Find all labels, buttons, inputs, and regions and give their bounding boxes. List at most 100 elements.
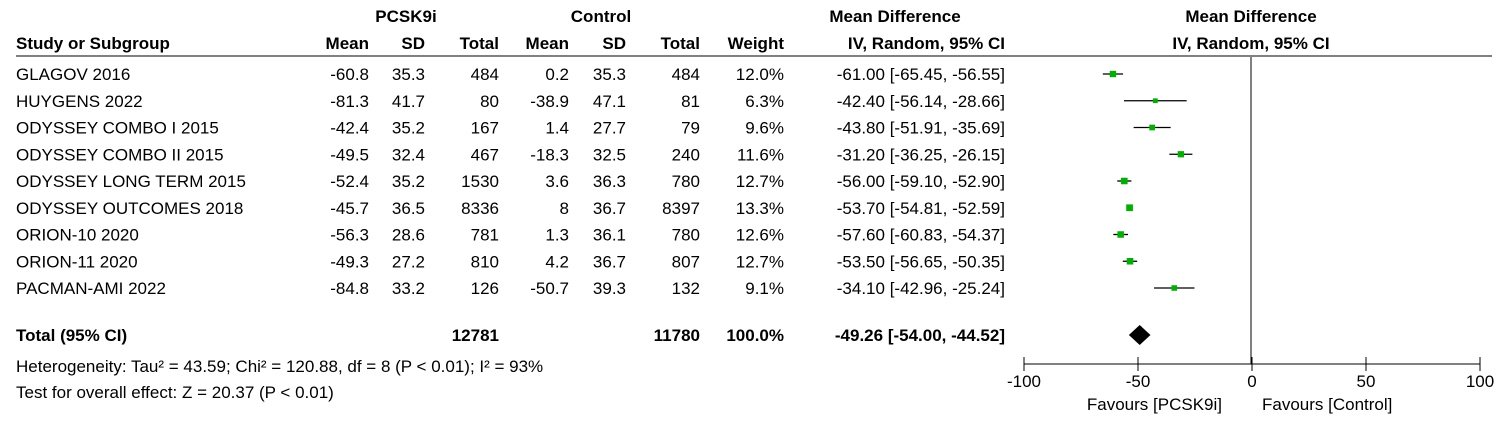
- weight-cell: 6.3%: [745, 92, 784, 111]
- sd1-cell: 35.2: [392, 172, 425, 191]
- total1-cell: 167: [471, 119, 499, 138]
- weight-cell: 13.3%: [736, 199, 784, 218]
- study-name: GLAGOV 2016: [16, 65, 130, 84]
- overall-effect-text: Test for overall effect: Z = 20.37 (P < …: [16, 383, 334, 402]
- study-name: PACMAN-AMI 2022: [16, 279, 166, 298]
- sd2-cell: 27.7: [593, 119, 626, 138]
- point-estimate-marker: [1126, 257, 1134, 265]
- ci-cell: -43.80 [-51.91, -35.69]: [837, 119, 1005, 138]
- ci-cell: -42.40 [-56.14, -28.66]: [837, 92, 1005, 111]
- total1-cell: 467: [471, 145, 499, 164]
- table-row: GLAGOV 2016 -60.8 35.3 484 0.2 35.3 484 12.0% -6…: [16, 65, 1005, 84]
- mean2-cell: -18.3: [530, 145, 569, 164]
- x-tick-label: 0: [1247, 372, 1256, 391]
- sd1-cell: 35.2: [392, 119, 425, 138]
- mean1-cell: -81.3: [330, 92, 369, 111]
- plot-header: Mean Difference: [1185, 7, 1316, 26]
- sd2-cell: 36.7: [593, 199, 626, 218]
- ci-cell: -34.10 [-42.96, -25.24]: [837, 279, 1005, 298]
- mean1-cell: -42.4: [330, 119, 369, 138]
- total1-cell: 484: [471, 65, 499, 84]
- mean2-col-header: Mean: [526, 34, 569, 53]
- sd2-cell: 47.1: [593, 92, 626, 111]
- x-tick-label: -50: [1126, 372, 1151, 391]
- study-name: ODYSSEY COMBO I 2015: [16, 119, 219, 138]
- point-estimate-marker: [1126, 204, 1133, 212]
- weight-col-header: Weight: [728, 34, 785, 53]
- study-name: HUYGENS 2022: [16, 92, 143, 111]
- study-name: ODYSSEY OUTCOMES 2018: [16, 199, 243, 218]
- total2-cell: 8397: [662, 199, 700, 218]
- total-label: Total (95% CI): [16, 326, 127, 345]
- ci-cell: -53.50 [-56.65, -50.35]: [837, 252, 1005, 271]
- study-col-header: Study or Subgroup: [16, 34, 170, 53]
- sd2-cell: 36.7: [593, 252, 626, 271]
- study-name: ODYSSEY COMBO II 2015: [16, 145, 224, 164]
- mean2-cell: 8: [560, 199, 569, 218]
- favours-left-label: Favours [PCSK9i]: [1087, 395, 1222, 414]
- table-row: ORION-11 2020 -49.3 27.2 810 4.2 36.7 807 12.7%…: [16, 252, 1005, 271]
- method-col-header: IV, Random, 95% CI: [848, 34, 1005, 53]
- group2-header: Control: [571, 7, 631, 26]
- favours-right-label: Favours [Control]: [1262, 395, 1392, 414]
- ci-cell: -57.60 [-60.83, -54.37]: [837, 226, 1005, 245]
- sd2-cell: 39.3: [593, 279, 626, 298]
- mean1-cell: -60.8: [330, 65, 369, 84]
- heterogeneity-text: Heterogeneity: Tau² = 43.59; Chi² = 120.…: [16, 357, 543, 376]
- total1-col-header: Total: [460, 34, 499, 53]
- sd1-cell: 35.3: [392, 65, 425, 84]
- table-row: ODYSSEY COMBO II 2015 -49.5 32.4 467 -18.3 32…: [16, 145, 1005, 164]
- total1-cell: 80: [480, 92, 499, 111]
- total-n2: 11780: [654, 326, 700, 345]
- ci-cell: -61.00 [-65.45, -56.55]: [837, 65, 1005, 84]
- mean2-cell: -38.9: [530, 92, 569, 111]
- total2-cell: 780: [672, 226, 700, 245]
- plot-method-header: IV, Random, 95% CI: [1172, 34, 1329, 53]
- mean2-cell: -50.7: [530, 279, 569, 298]
- mean1-cell: -84.8: [330, 279, 369, 298]
- study-name: ODYSSEY LONG TERM 2015: [16, 172, 246, 191]
- mean2-cell: 1.3: [545, 226, 569, 245]
- weight-cell: 11.6%: [737, 145, 784, 164]
- point-estimate-marker: [1177, 151, 1184, 158]
- sd1-cell: 41.7: [392, 92, 425, 111]
- sd2-col-header: SD: [602, 34, 626, 53]
- weight-cell: 12.6%: [736, 226, 784, 245]
- total2-col-header: Total: [661, 34, 700, 53]
- table-row: ORION-10 2020 -56.3 28.6 781 1.3 36.1 780 12.6%…: [16, 226, 1005, 245]
- x-tick-label: -100: [1007, 372, 1041, 391]
- x-tick-label: 100: [1466, 372, 1494, 391]
- study-name: ORION-10 2020: [16, 226, 139, 245]
- total-ci: -49.26 [-54.00, -44.52]: [835, 326, 1005, 345]
- mean1-cell: -49.3: [330, 252, 369, 271]
- table-row: PACMAN-AMI 2022 -84.8 33.2 126 -50.7 39.3 132 9…: [16, 279, 1005, 298]
- study-rows: GLAGOV 2016 -60.8 35.3 484 0.2 35.3 484 12.0% -6…: [16, 65, 1005, 298]
- sd1-cell: 28.6: [392, 226, 425, 245]
- total1-cell: 8336: [461, 199, 499, 218]
- ci-cell: -31.20 [-36.25, -26.15]: [837, 145, 1005, 164]
- total2-cell: 780: [672, 172, 700, 191]
- sd2-cell: 32.5: [593, 145, 626, 164]
- sd1-cell: 33.2: [392, 279, 425, 298]
- total-weight: 100.0%: [726, 326, 784, 345]
- sd2-cell: 35.3: [593, 65, 626, 84]
- table-row: ODYSSEY LONG TERM 2015 -52.4 35.2 1530 3.6 36…: [16, 172, 1005, 191]
- mean1-cell: -45.7: [330, 199, 369, 218]
- sd1-cell: 27.2: [392, 252, 425, 271]
- pooled-diamond: [1128, 325, 1151, 345]
- total2-cell: 79: [681, 119, 700, 138]
- total1-cell: 126: [471, 279, 499, 298]
- weight-cell: 12.7%: [736, 252, 784, 271]
- total1-cell: 810: [471, 252, 499, 271]
- ci-cell: -53.70 [-54.81, -52.59]: [837, 199, 1005, 218]
- total2-cell: 807: [672, 252, 700, 271]
- study-markers: [1102, 70, 1195, 291]
- total2-cell: 240: [672, 145, 700, 164]
- mean2-cell: 1.4: [545, 119, 569, 138]
- sd1-cell: 32.4: [392, 145, 425, 164]
- sd2-cell: 36.1: [593, 226, 626, 245]
- mean1-cell: -49.5: [330, 145, 369, 164]
- total2-cell: 132: [672, 279, 700, 298]
- effect-header: Mean Difference: [829, 7, 960, 26]
